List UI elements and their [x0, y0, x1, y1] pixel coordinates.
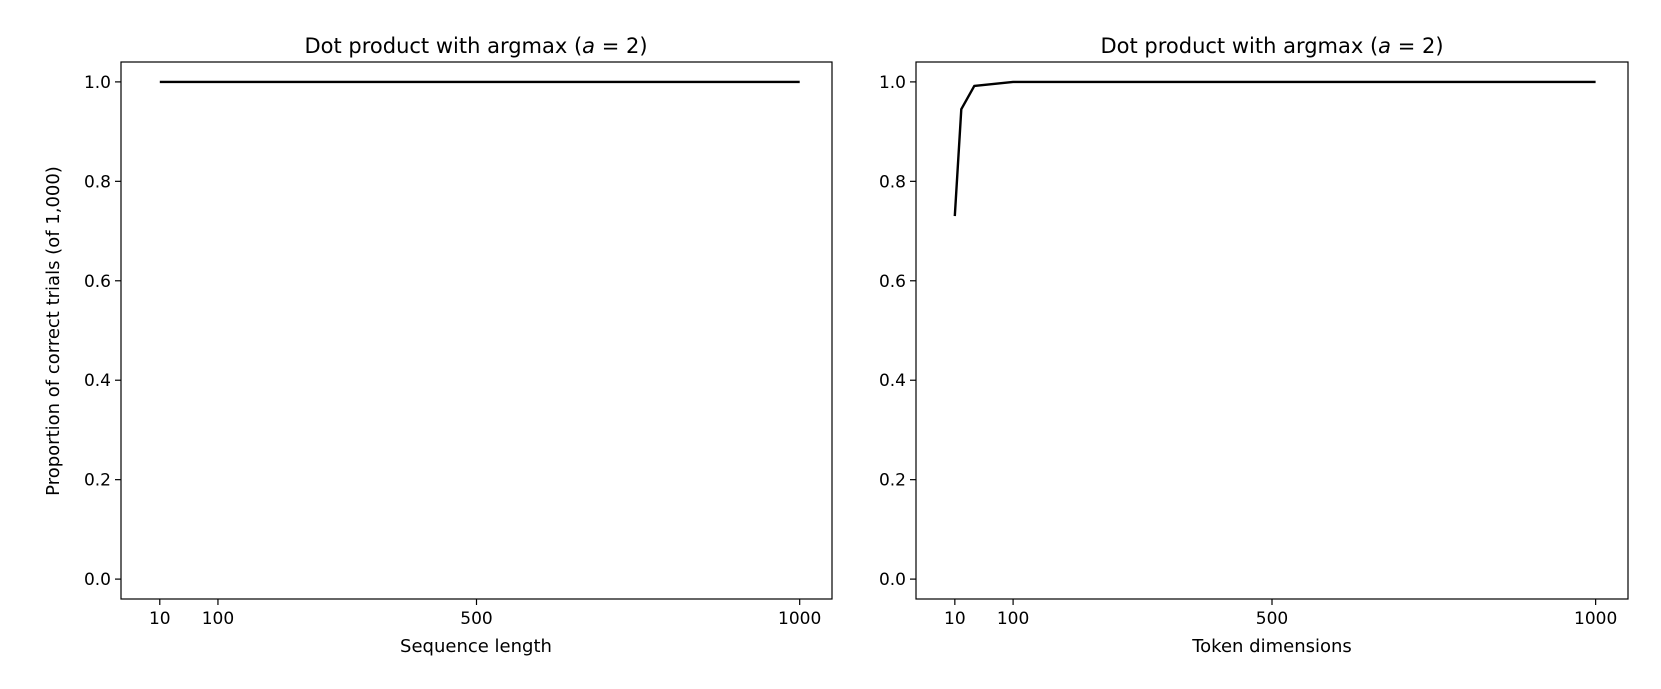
left-title-pre: Dot product with argmax ( — [304, 34, 582, 58]
right-x-tick-label: 500 — [1256, 609, 1288, 629]
right-y-tick-label: 0.6 — [879, 272, 906, 292]
right-y-tick-label: 1.0 — [879, 73, 906, 93]
left-y-ticks: 0.0 0.2 0.4 0.6 0.8 1.0 — [84, 73, 121, 590]
left-title-post: = 2) — [595, 34, 648, 58]
left-x-tick-label: 500 — [460, 609, 492, 629]
right-x-tick-label: 1000 — [1574, 609, 1617, 629]
right-series-layer — [955, 82, 1596, 216]
right-x-ticks: 10 100 500 1000 — [944, 599, 1617, 629]
right-title-var: a — [1378, 34, 1391, 58]
left-x-tick-label: 1000 — [778, 609, 821, 629]
left-y-tick-label: 0.6 — [84, 272, 111, 292]
left-y-tick-label: 0.4 — [84, 371, 111, 391]
left-chart-title: Dot product with argmax (a = 2) — [304, 34, 647, 58]
right-x-tick-label: 100 — [997, 609, 1029, 629]
left-y-tick-label: 0.2 — [84, 471, 111, 491]
left-x-ticks: 10 100 500 1000 — [149, 599, 821, 629]
right-title-pre: Dot product with argmax ( — [1100, 34, 1378, 58]
left-x-tick-label: 10 — [149, 609, 171, 629]
right-y-tick-label: 0.0 — [879, 570, 906, 590]
left-title-var: a — [582, 34, 595, 58]
left-plot-frame — [121, 62, 832, 599]
left-y-tick-label: 0.0 — [84, 570, 111, 590]
right-chart-title: Dot product with argmax (a = 2) — [1100, 34, 1443, 58]
right-plot-frame — [916, 62, 1628, 599]
right-y-tick-label: 0.2 — [879, 471, 906, 491]
left-x-axis-label: Sequence length — [400, 636, 552, 657]
right-chart: Dot product with argmax (a = 2) 0.00.20.… — [879, 34, 1628, 657]
left-y-tick-label: 1.0 — [84, 73, 111, 93]
left-chart: Dot product with argmax (a = 2) 0.00.20.… — [43, 34, 832, 657]
left-y-tick-label: 0.8 — [84, 172, 111, 192]
right-series-line — [955, 82, 1596, 216]
left-y-axis-label: Proportion of correct trials (of 1,000) — [43, 166, 64, 496]
right-y-tick-label: 0.4 — [879, 371, 906, 391]
left-x-tick-label: 100 — [202, 609, 234, 629]
right-x-axis-label: Token dimensions — [1191, 636, 1352, 657]
right-title-post: = 2) — [1391, 34, 1444, 58]
right-y-tick-label: 0.8 — [879, 172, 906, 192]
right-x-tick-label: 10 — [944, 609, 966, 629]
right-y-ticks: 0.0 0.2 0.4 0.6 0.8 1.0 — [879, 73, 916, 590]
